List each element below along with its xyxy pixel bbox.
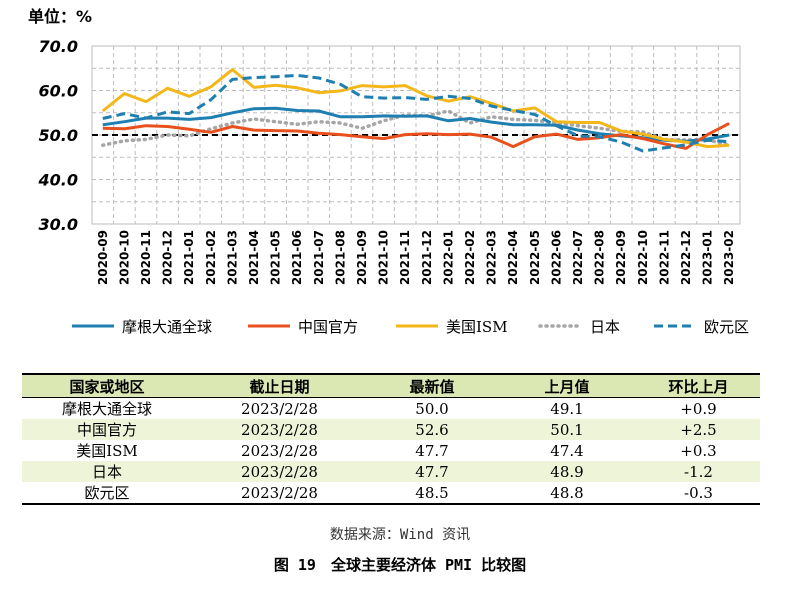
legend-label: 日本 (590, 318, 620, 336)
legend-label: 欧元区 (704, 318, 749, 336)
cell-date: 2023/2/28 (192, 461, 367, 482)
x-tick-label: 2021-11 (398, 230, 412, 285)
cell-region: 中国官方 (22, 419, 192, 440)
header-change: 环比上月 (637, 373, 760, 398)
cell-date: 2023/2/28 (192, 419, 367, 440)
x-tick-label: 2023-02 (722, 230, 736, 285)
x-tick-label: 2021-03 (225, 230, 239, 285)
cell-region: 美国ISM (76, 442, 138, 460)
cell-date: 2023/2/28 (192, 482, 367, 505)
pmi-table: 国家或地区 截止日期 最新值 上月值 环比上月 摩根大通全球 2023/2/28… (22, 373, 760, 505)
x-tick-label: 2022-06 (549, 230, 563, 285)
table-row: 日本 2023/2/28 47.7 48.9 -1.2 (22, 461, 760, 482)
x-tick-label: 2022-01 (441, 230, 455, 285)
x-tick-label: 2021-07 (312, 230, 326, 285)
header-region: 国家或地区 (22, 373, 192, 398)
x-tick-label: 2021-02 (204, 230, 218, 285)
table-row: 中国官方 2023/2/28 52.6 50.1 +2.5 (22, 419, 760, 440)
header-date: 截止日期 (192, 373, 367, 398)
data-source: 数据来源：Wind 资讯 (329, 527, 471, 543)
y-axis-ticks: 30.0 40.0 50.0 60.0 70.0 (38, 37, 78, 234)
x-tick-label: 2021-05 (269, 230, 283, 285)
x-tick-label: 2021-10 (377, 230, 391, 285)
table-row: 美国ISM 2023/2/28 47.7 47.4 +0.3 (22, 440, 760, 461)
y-tick-label: 60.0 (39, 82, 78, 101)
series-line-4 (102, 73, 730, 153)
figure-caption: 图 19 全球主要经济体 PMI 比较图 (273, 556, 527, 574)
x-tick-label: 2020-12 (161, 230, 175, 285)
series-line-1 (102, 122, 730, 150)
x-tick-label: 2021-08 (333, 230, 347, 285)
chart-grid (91, 45, 741, 225)
x-tick-label: 2021-04 (247, 230, 261, 285)
cell-date: 2023/2/28 (241, 399, 318, 418)
x-tick-label: 2022-05 (528, 230, 542, 285)
x-tick-label: 2022-04 (506, 230, 520, 285)
y-tick-label: 30.0 (39, 215, 78, 234)
cell-change: +0.9 (680, 399, 717, 418)
cell-latest: 48.5 (367, 482, 497, 505)
cell-previous: 50.1 (497, 419, 637, 440)
x-tick-label: 2022-12 (679, 230, 693, 285)
unit-label: 单位：% (28, 7, 92, 26)
cell-previous: 47.4 (550, 441, 584, 460)
x-tick-label: 2021-09 (355, 230, 369, 285)
legend-label: 摩根大通全球 (122, 318, 212, 336)
series-line-2 (101, 68, 730, 149)
header-latest: 最新值 (367, 373, 497, 398)
x-tick-label: 2021-01 (182, 230, 196, 285)
cell-region: 日本 (22, 461, 192, 482)
x-tick-label: 2020-10 (117, 230, 131, 285)
x-tick-label: 2022-08 (593, 230, 607, 285)
cell-change: -1.2 (637, 461, 760, 482)
x-tick-label: 2022-07 (571, 230, 585, 285)
pmi-line-chart: 单位：% 30.0 40.0 50.0 60.0 70.0 2020-09 2020-10… (28, 7, 749, 336)
cell-change: -0.3 (637, 482, 760, 505)
cell-change: +2.5 (637, 419, 760, 440)
cell-latest: 47.7 (415, 441, 449, 460)
cell-date: 2023/2/28 (241, 441, 318, 460)
legend: 摩根大通全球 中国官方 美国ISM 日本 欧元区 (72, 318, 749, 336)
x-tick-label: 2022-11 (657, 230, 671, 285)
cell-latest: 52.6 (367, 419, 497, 440)
cell-latest: 47.7 (367, 461, 497, 482)
table-row: 摩根大通全球 2023/2/28 50.0 49.1 +0.9 (22, 398, 760, 420)
y-tick-label: 70.0 (39, 37, 78, 56)
x-axis-ticks: 2020-09 2020-10 2020-11 2020-12 2021-01 2021-… (96, 230, 736, 285)
x-tick-label: 2022-02 (463, 230, 477, 285)
y-tick-label: 40.0 (38, 171, 78, 190)
x-tick-label: 2022-09 (614, 230, 628, 285)
y-tick-label: 50.0 (39, 126, 78, 145)
x-tick-label: 2023-01 (701, 230, 715, 285)
legend-label: 美国ISM (446, 318, 508, 336)
header-previous: 上月值 (497, 373, 637, 398)
x-tick-label: 2020-11 (139, 230, 153, 285)
table-row: 欧元区 2023/2/28 48.5 48.8 -0.3 (22, 482, 760, 505)
series-lines (101, 68, 731, 153)
x-tick-label: 2021-06 (290, 230, 304, 285)
cell-previous: 49.1 (550, 399, 584, 418)
x-tick-label: 2021-12 (420, 230, 434, 285)
table-header-row: 国家或地区 截止日期 最新值 上月值 环比上月 (22, 373, 760, 398)
cell-region: 摩根大通全球 (61, 400, 152, 418)
x-tick-label: 2020-09 (96, 230, 110, 285)
legend-label: 中国官方 (298, 318, 358, 336)
cell-latest: 50.0 (415, 399, 449, 418)
cell-previous: 48.9 (497, 461, 637, 482)
cell-change: +0.3 (680, 441, 717, 460)
x-tick-label: 2022-03 (485, 230, 499, 285)
x-tick-label: 2022-10 (636, 230, 650, 285)
cell-region: 欧元区 (22, 482, 192, 505)
cell-previous: 48.8 (497, 482, 637, 505)
